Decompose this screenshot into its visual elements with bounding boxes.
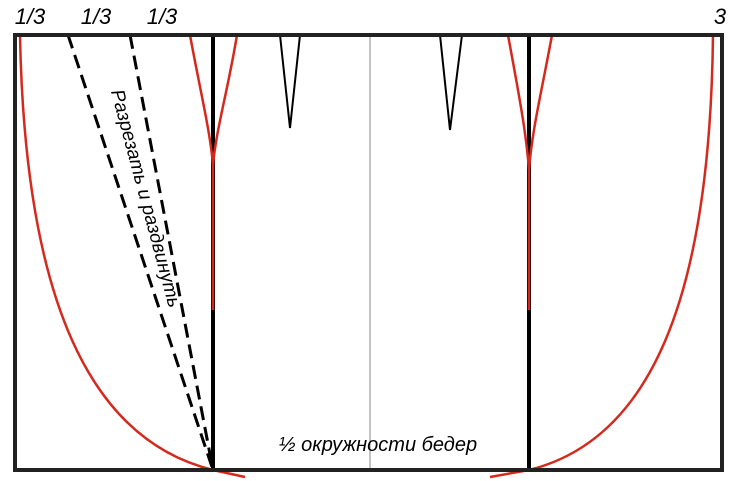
dart <box>279 34 301 129</box>
frame <box>13 33 724 472</box>
bottom-label: ½ окружности бедер <box>279 434 477 456</box>
flare-curve <box>489 34 715 479</box>
side-curve <box>527 34 554 171</box>
side-curve <box>211 34 239 166</box>
cut-line <box>128 34 215 471</box>
cut-line <box>66 34 215 471</box>
dart <box>439 34 463 131</box>
red-curves <box>18 34 715 479</box>
top-label: 1/3 <box>81 4 112 29</box>
top-label: 1/3 <box>15 4 46 29</box>
top-label: 3 <box>714 4 727 29</box>
flare-curve <box>18 34 246 479</box>
top-label: 1/3 <box>147 4 178 29</box>
